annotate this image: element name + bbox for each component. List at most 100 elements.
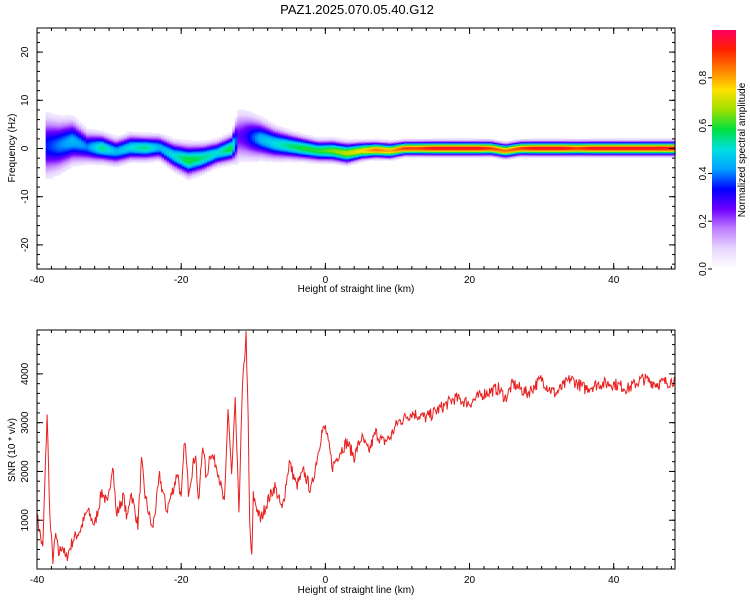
heatmap-cell: [88, 141, 92, 144]
heatmap-cell: [320, 148, 324, 151]
heatmap-cell: [136, 146, 140, 148]
heatmap-cell: [78, 158, 82, 160]
heatmap-cell: [285, 157, 289, 160]
heatmap-cell: [212, 167, 216, 170]
heatmap-cell: [378, 147, 382, 149]
heatmap-cell: [530, 151, 534, 153]
heatmap-cell: [520, 148, 524, 151]
heatmap-cell: [456, 147, 460, 150]
heatmap-cell: [136, 155, 140, 158]
heatmap-cell: [260, 118, 264, 121]
heatmap-cell: [116, 150, 120, 153]
heatmap-cell: [560, 144, 564, 146]
heatmap-cell: [353, 155, 357, 158]
heatmap-cell: [176, 170, 180, 173]
heatmap-cell: [81, 140, 85, 143]
heatmap-cell: [98, 159, 102, 162]
heatmap-cell: [45, 113, 49, 116]
heatmap-cell: [186, 150, 190, 153]
heatmap-cell: [75, 126, 79, 129]
heatmap-cell: [58, 173, 62, 175]
heatmap-cell: [55, 140, 59, 142]
heatmap-cell: [328, 138, 332, 140]
heatmap-cell: [292, 154, 296, 157]
heatmap-cell: [325, 148, 329, 151]
heatmap-cell: [50, 136, 54, 139]
heatmap-cell: [358, 150, 362, 152]
heatmap-cell: [252, 130, 256, 132]
heatmap-cell: [414, 142, 418, 145]
heatmap-cell: [70, 134, 74, 137]
heatmap-cell: [265, 142, 269, 144]
heatmap-cell: [285, 156, 289, 159]
heatmap-cell: [557, 146, 561, 149]
heatmap-cell: [459, 150, 463, 152]
heatmap-cell: [265, 146, 269, 149]
heatmap-cell: [484, 151, 488, 153]
heatmap-cell: [237, 123, 241, 126]
heatmap-cell: [212, 161, 216, 164]
heatmap-cell: [174, 156, 178, 158]
heatmap-cell: [58, 168, 62, 170]
heatmap-cell: [270, 159, 274, 162]
heatmap-cell: [199, 141, 203, 144]
heatmap-cell: [128, 131, 132, 133]
heatmap-cell: [366, 150, 370, 153]
heatmap-cell: [164, 159, 168, 162]
heatmap-cell: [325, 140, 329, 143]
heatmap-cell: [378, 152, 382, 154]
heatmap-cell: [237, 154, 241, 157]
heatmap-cell: [45, 120, 49, 123]
heatmap-cell: [245, 133, 249, 136]
heatmap-cell: [277, 126, 281, 128]
heatmap-cell: [83, 136, 87, 138]
heatmap-cell: [368, 157, 372, 160]
heatmap-cell: [101, 133, 105, 135]
heatmap-cell: [65, 117, 69, 120]
heatmap-cell: [232, 136, 236, 138]
heatmap-cell: [192, 152, 196, 155]
heatmap-cell: [68, 149, 72, 151]
heatmap-cell: [462, 139, 466, 141]
heatmap-cell: [222, 149, 226, 152]
heatmap-cell: [403, 141, 407, 144]
heatmap-cell: [176, 139, 180, 142]
heatmap-cell: [272, 137, 276, 140]
heatmap-cell: [340, 156, 344, 159]
heatmap-cell: [60, 143, 64, 145]
heatmap-cell: [144, 146, 148, 149]
heatmap-cell: [217, 151, 221, 154]
heatmap-cell: [174, 157, 178, 159]
heatmap-cell: [181, 152, 185, 155]
heatmap-cell: [247, 120, 251, 123]
heatmap-cell: [462, 153, 466, 156]
heatmap-cell: [300, 138, 304, 141]
heatmap-cell: [164, 143, 168, 146]
heatmap-cell: [116, 145, 120, 148]
heatmap-cell: [101, 149, 105, 152]
heatmap-cell: [116, 138, 120, 141]
heatmap-cell: [65, 146, 69, 148]
heatmap-cell: [63, 120, 67, 123]
heatmap-cell: [126, 136, 130, 139]
heatmap-cell: [237, 135, 241, 138]
heatmap-cell: [376, 145, 380, 148]
heatmap-cell: [103, 139, 107, 142]
heatmap-cell: [358, 156, 362, 158]
heatmap-cell: [232, 131, 236, 134]
heatmap-cell: [164, 144, 168, 147]
heatmap-cell: [151, 157, 155, 160]
heatmap-cell: [48, 171, 52, 173]
heatmap-cell: [149, 135, 153, 138]
heatmap-cell: [53, 133, 57, 136]
heatmap-cell: [456, 140, 460, 143]
heatmap-cell: [68, 159, 72, 162]
heatmap-cell: [184, 168, 188, 171]
heatmap-cell: [383, 147, 387, 150]
heatmap-cell: [144, 141, 148, 144]
heatmap-cell: [285, 144, 289, 147]
heatmap-cell: [176, 164, 180, 167]
heatmap-cell: [328, 159, 332, 162]
heatmap-cell: [217, 152, 221, 155]
heatmap-cell: [353, 156, 357, 159]
